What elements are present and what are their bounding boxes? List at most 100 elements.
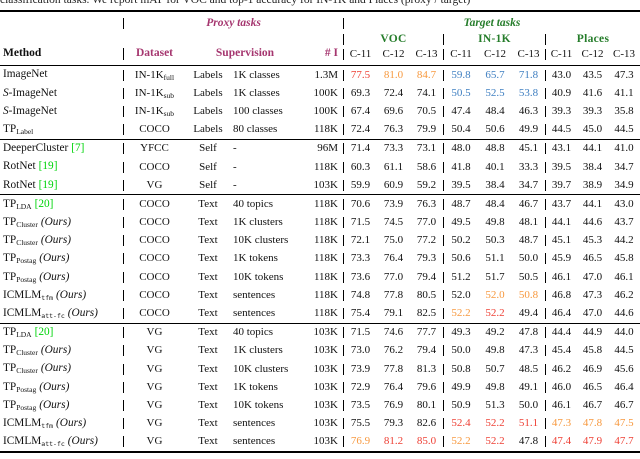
ours-label: (Ours) bbox=[39, 252, 70, 265]
dataset-subscript: sub bbox=[163, 90, 175, 100]
metric-value-cell: 39.5 bbox=[443, 179, 478, 191]
metric-value-cell: 82.6 bbox=[416, 417, 437, 430]
metric-value-cell: 79.9 bbox=[416, 123, 437, 136]
table-row: TPCluster (Ours) VG Text 1K clusters 103K 73.0… bbox=[0, 342, 640, 360]
citation-link[interactable]: [19] bbox=[38, 160, 58, 173]
dataset-cell: YFCC bbox=[123, 143, 185, 155]
metric-value-cell: 50.0 bbox=[443, 345, 478, 357]
num-images-cell: 118K bbox=[313, 288, 338, 301]
table-row: TPPostag (Ours) COCO Text 1K tokens 118K 73.3 7… bbox=[0, 250, 640, 268]
metric-value-cell: 51.1 bbox=[518, 417, 539, 430]
col-header-voc-c11: C-11 bbox=[343, 48, 377, 60]
method-name: TP bbox=[3, 270, 17, 283]
supervision-type-cell: Labels bbox=[193, 123, 223, 136]
method-name: TP bbox=[3, 326, 17, 339]
dataset-name: COCO bbox=[139, 270, 170, 283]
metric-value-cell: 70.6 bbox=[343, 198, 377, 210]
metric-value-cell: 82.5 bbox=[416, 307, 437, 320]
citation-link[interactable]: [20] bbox=[34, 197, 54, 210]
dataset-cell: VG bbox=[123, 398, 185, 411]
supervision-type-cell: Text bbox=[198, 270, 218, 283]
metric-value-cell: 72.4 bbox=[383, 86, 404, 99]
metric-value-cell: 43.5 bbox=[582, 68, 603, 81]
metric-value-cell: 50.6 bbox=[443, 253, 478, 265]
header-group-row: VOC IN-1K Places bbox=[0, 29, 640, 45]
metric-value-cell: 79.1 bbox=[383, 307, 404, 320]
method-cell: ICMLMatt-fc (Ours) bbox=[0, 307, 123, 319]
num-images-cell: 103K bbox=[313, 435, 338, 448]
method-name: ICMLM bbox=[3, 417, 42, 429]
num-images-cell: 103K bbox=[313, 398, 338, 411]
metric-value-cell: 72.4 bbox=[343, 124, 377, 136]
citation-link[interactable]: [20] bbox=[34, 326, 54, 339]
metric-value-cell: 46.7 bbox=[518, 197, 539, 210]
metric-value-cell: 48.5 bbox=[518, 362, 539, 375]
supervision-detail-cell: sentences bbox=[233, 417, 276, 430]
dataset-cell: IN-1Ksub bbox=[123, 87, 185, 100]
metric-value-cell: 49.1 bbox=[518, 380, 539, 393]
table-row: ICMLMtfm (Ours) COCO Text sentences 118K 74.8 7… bbox=[0, 286, 640, 304]
supervision-type-cell: Self bbox=[199, 178, 217, 191]
metric-value-cell: 79.6 bbox=[416, 380, 437, 393]
metric-value-cell: 61.1 bbox=[383, 160, 404, 173]
metric-value-cell: 45.4 bbox=[545, 345, 577, 357]
method-name: TP bbox=[3, 215, 17, 228]
metric-value-cell: 50.9 bbox=[443, 399, 478, 411]
metric-value-cell: 46.1 bbox=[545, 271, 577, 283]
dataset-cell: COCO bbox=[123, 308, 185, 320]
method-name: TP bbox=[3, 398, 17, 411]
supervision-type-cell: Labels bbox=[193, 86, 223, 99]
ours-label: (Ours) bbox=[39, 270, 70, 283]
table-row: DeeperCluster [7] YFCC Self - 96M 71.4 73.3 73.1… bbox=[0, 140, 640, 158]
num-images-cell: 118K bbox=[313, 270, 338, 283]
metric-value-cell: 79.4 bbox=[416, 270, 437, 283]
supervision-detail-cell: 80 classes bbox=[233, 123, 278, 136]
metric-value-cell: 49.5 bbox=[443, 217, 478, 229]
method-name: TP bbox=[3, 380, 17, 393]
metric-value-cell: 52.5 bbox=[485, 86, 505, 99]
table-row: TPPostag (Ours) VG Text 1K tokens 103K 72.9 76.… bbox=[0, 378, 640, 396]
metric-value-cell: 38.9 bbox=[582, 178, 603, 191]
table-row: S-ImageNet IN-1Ksub Labels 1K classes 100K 69… bbox=[0, 84, 640, 102]
num-images-cell: 103K bbox=[313, 326, 338, 339]
citation-link[interactable]: [7] bbox=[71, 142, 85, 155]
dataset-name: VG bbox=[146, 362, 163, 375]
table-row: ICMLMatt-fc (Ours) VG Text sentences 103K 76.9… bbox=[0, 433, 640, 451]
metric-value-cell: 84.7 bbox=[416, 68, 437, 81]
dataset-name: VG bbox=[146, 398, 163, 411]
metric-value-cell: 46.4 bbox=[614, 380, 634, 393]
metric-value-cell: 44.4 bbox=[545, 327, 577, 339]
metric-value-cell: 44.6 bbox=[614, 307, 634, 320]
metric-value-cell: 73.1 bbox=[416, 142, 437, 155]
col-header-places-c11: C-11 bbox=[545, 48, 577, 60]
method-name: TP bbox=[3, 252, 17, 265]
metric-value-cell: 77.8 bbox=[383, 288, 404, 301]
method-cell: TPCluster (Ours) bbox=[0, 234, 123, 246]
metric-value-cell: 47.8 bbox=[518, 435, 539, 448]
metric-value-cell: 46.3 bbox=[518, 104, 539, 117]
metric-value-cell: 50.3 bbox=[485, 234, 505, 247]
supervision-detail-cell: 1K clusters bbox=[233, 216, 283, 229]
metric-value-cell: 45.9 bbox=[545, 253, 577, 265]
supervision-detail-cell: 40 topics bbox=[233, 326, 274, 339]
cropped-caption-line: classification tasks. We report mAP for … bbox=[0, 0, 640, 10]
supervision-type-cell: Text bbox=[198, 288, 218, 301]
metric-value-cell: 53.8 bbox=[518, 86, 539, 99]
metric-value-cell: 41.1 bbox=[614, 86, 634, 99]
supervision-detail-cell: 10K tokens bbox=[233, 270, 284, 283]
dataset-name: COCO bbox=[139, 123, 170, 136]
dataset-cell: VG bbox=[123, 436, 185, 448]
method-name: ICMLM bbox=[3, 288, 42, 301]
method-cell: ICMLMtfm (Ours) bbox=[0, 288, 123, 301]
num-images-cell: 118K bbox=[313, 160, 338, 173]
metric-value-cell: 47.9 bbox=[582, 435, 603, 448]
method-cell: TPLabel bbox=[0, 123, 123, 135]
method-name: DeeperCluster bbox=[3, 142, 69, 155]
results-table: Proxy tasks Target tasks VOC IN-1K Place… bbox=[0, 10, 640, 453]
metric-value-cell: 47.0 bbox=[582, 270, 603, 283]
metric-value-cell: 67.4 bbox=[343, 105, 377, 117]
citation-link[interactable]: [19] bbox=[38, 178, 58, 191]
metric-value-cell: 46.8 bbox=[545, 289, 577, 301]
dataset-name: COCO bbox=[139, 160, 170, 173]
